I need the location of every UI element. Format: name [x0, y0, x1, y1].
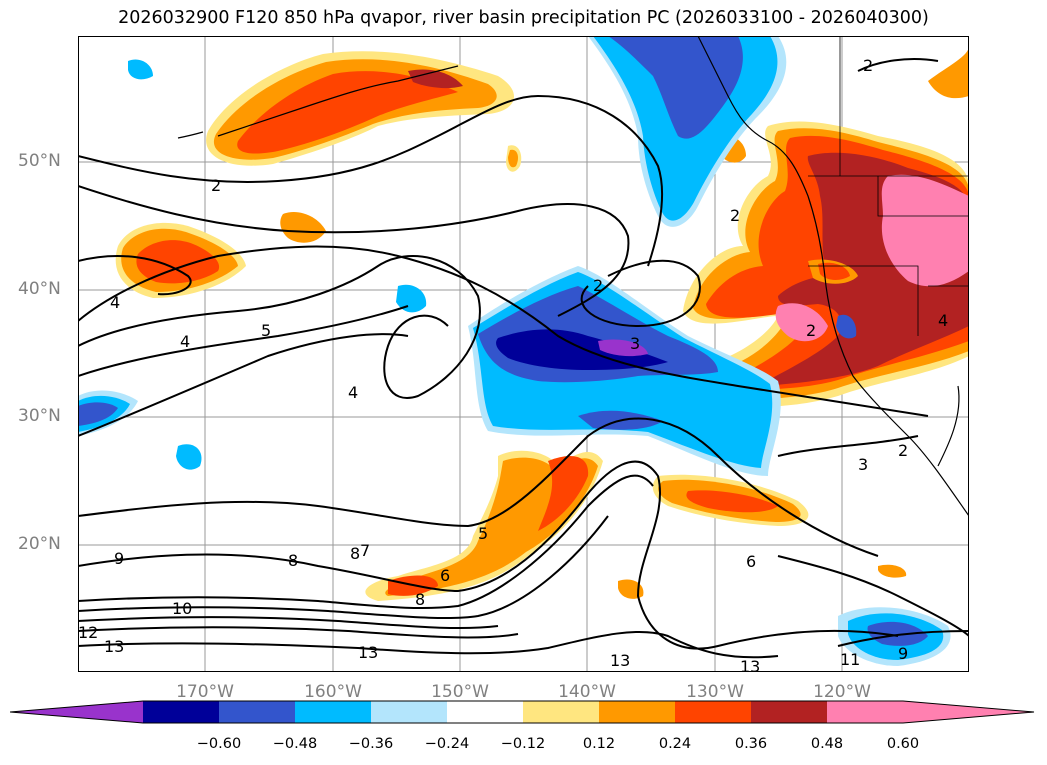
positive-anomaly-west-coast	[681, 46, 969, 408]
colorbar-tick-label: 0.60	[886, 736, 920, 752]
coastlines	[177, 36, 969, 517]
positive-anomaly-subtropics	[365, 450, 907, 601]
contour-label: 9	[898, 644, 908, 663]
colorbar	[10, 700, 1035, 724]
map-panel: 2 2 2 2 2 2 3 3 4 4 4 5 5 6 6 7 8 8 8 9 …	[78, 36, 969, 672]
contour-label: 6	[440, 566, 450, 585]
colorbar-tick-label: −0.60	[196, 736, 242, 752]
contour-label: 4	[180, 332, 190, 351]
contour-label: 4	[348, 383, 358, 402]
negative-anomaly-north	[78, 36, 951, 666]
contours	[78, 58, 969, 659]
lon-label-170w: 170°W	[176, 682, 234, 702]
lon-label-150w: 150°W	[431, 682, 489, 702]
colorbar-segment	[447, 701, 524, 723]
lat-label-40n: 40°N	[18, 279, 61, 299]
colorbar-segment	[371, 701, 448, 723]
contour-label: 5	[261, 321, 271, 340]
map-svg: 2 2 2 2 2 2 3 3 4 4 4 5 5 6 6 7 8 8 8 9 …	[78, 36, 969, 672]
contour-label: 2	[898, 441, 908, 460]
colorbar-tick-label: 0.24	[658, 736, 692, 752]
contour-label: 5	[478, 524, 488, 543]
contour-label: 2	[211, 176, 221, 195]
contour-label: 13	[104, 637, 124, 656]
colorbar-extend-max	[903, 701, 1034, 723]
contour-label: 8	[350, 544, 360, 563]
contour-label: 11	[840, 650, 860, 669]
contour-label: 13	[610, 651, 630, 670]
colorbar-segment	[827, 701, 904, 723]
colorbar-segments	[143, 701, 904, 723]
colorbar-tick-label: −0.24	[424, 736, 470, 752]
contour-label-group: 2 2 2 2 2 2 3 3 4 4 4 5 5 6 6 7 8 8 8 9 …	[78, 56, 948, 672]
colorbar-segment	[599, 701, 676, 723]
colorbar-segment	[219, 701, 296, 723]
colorbar-segment	[523, 701, 600, 723]
colorbar-extend-min	[10, 701, 143, 723]
lon-label-130w: 130°W	[686, 682, 744, 702]
contour-label: 2	[730, 206, 740, 225]
contour-label: 10	[172, 599, 192, 618]
positive-anomaly-gulf-alaska	[206, 51, 515, 166]
lon-label-120w: 120°W	[813, 682, 871, 702]
colorbar-tick-label: 0.36	[734, 736, 768, 752]
contour-label: 3	[858, 455, 868, 474]
colorbar-tick-label: −0.36	[348, 736, 394, 752]
colorbar-outline	[10, 700, 1035, 724]
contour-label: 13	[358, 643, 378, 662]
contour-label: 12	[78, 623, 98, 642]
contour-label: 13	[740, 657, 760, 672]
contour-label: 3	[630, 334, 640, 353]
colorbar-tick-label: −0.12	[500, 736, 546, 752]
colorbar-tick-label: 0.12	[582, 736, 616, 752]
lat-label-30n: 30°N	[18, 406, 61, 426]
colorbar-segment	[675, 701, 752, 723]
contour-label: 4	[110, 293, 120, 312]
colorbar-tick-label: −0.48	[272, 736, 318, 752]
colorbar-segment	[751, 701, 828, 723]
contour-label: 4	[938, 311, 948, 330]
negative-anomaly-band	[468, 266, 781, 476]
figure-title: 2026032900 F120 850 hPa qvapor, river ba…	[118, 8, 929, 28]
colorbar-tick-label: 0.48	[810, 736, 844, 752]
lat-label-50n: 50°N	[18, 151, 61, 171]
contour-label: 8	[288, 551, 298, 570]
contour-label: 7	[360, 541, 370, 560]
contour-label: 2	[806, 321, 816, 340]
contour-label: 2	[593, 276, 603, 295]
contour-label: 9	[114, 549, 124, 568]
lon-label-140w: 140°W	[558, 682, 616, 702]
contour-label: 8	[415, 590, 425, 609]
borders	[808, 36, 969, 336]
contour-label: 6	[746, 552, 756, 571]
contour-label: 2	[863, 56, 873, 75]
lon-label-160w: 160°W	[304, 682, 362, 702]
colorbar-segment	[143, 701, 220, 723]
lat-label-20n: 20°N	[18, 534, 61, 554]
colorbar-segment	[295, 701, 372, 723]
